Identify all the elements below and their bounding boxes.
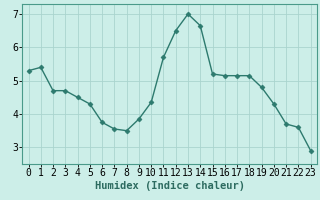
X-axis label: Humidex (Indice chaleur): Humidex (Indice chaleur)	[95, 181, 244, 191]
